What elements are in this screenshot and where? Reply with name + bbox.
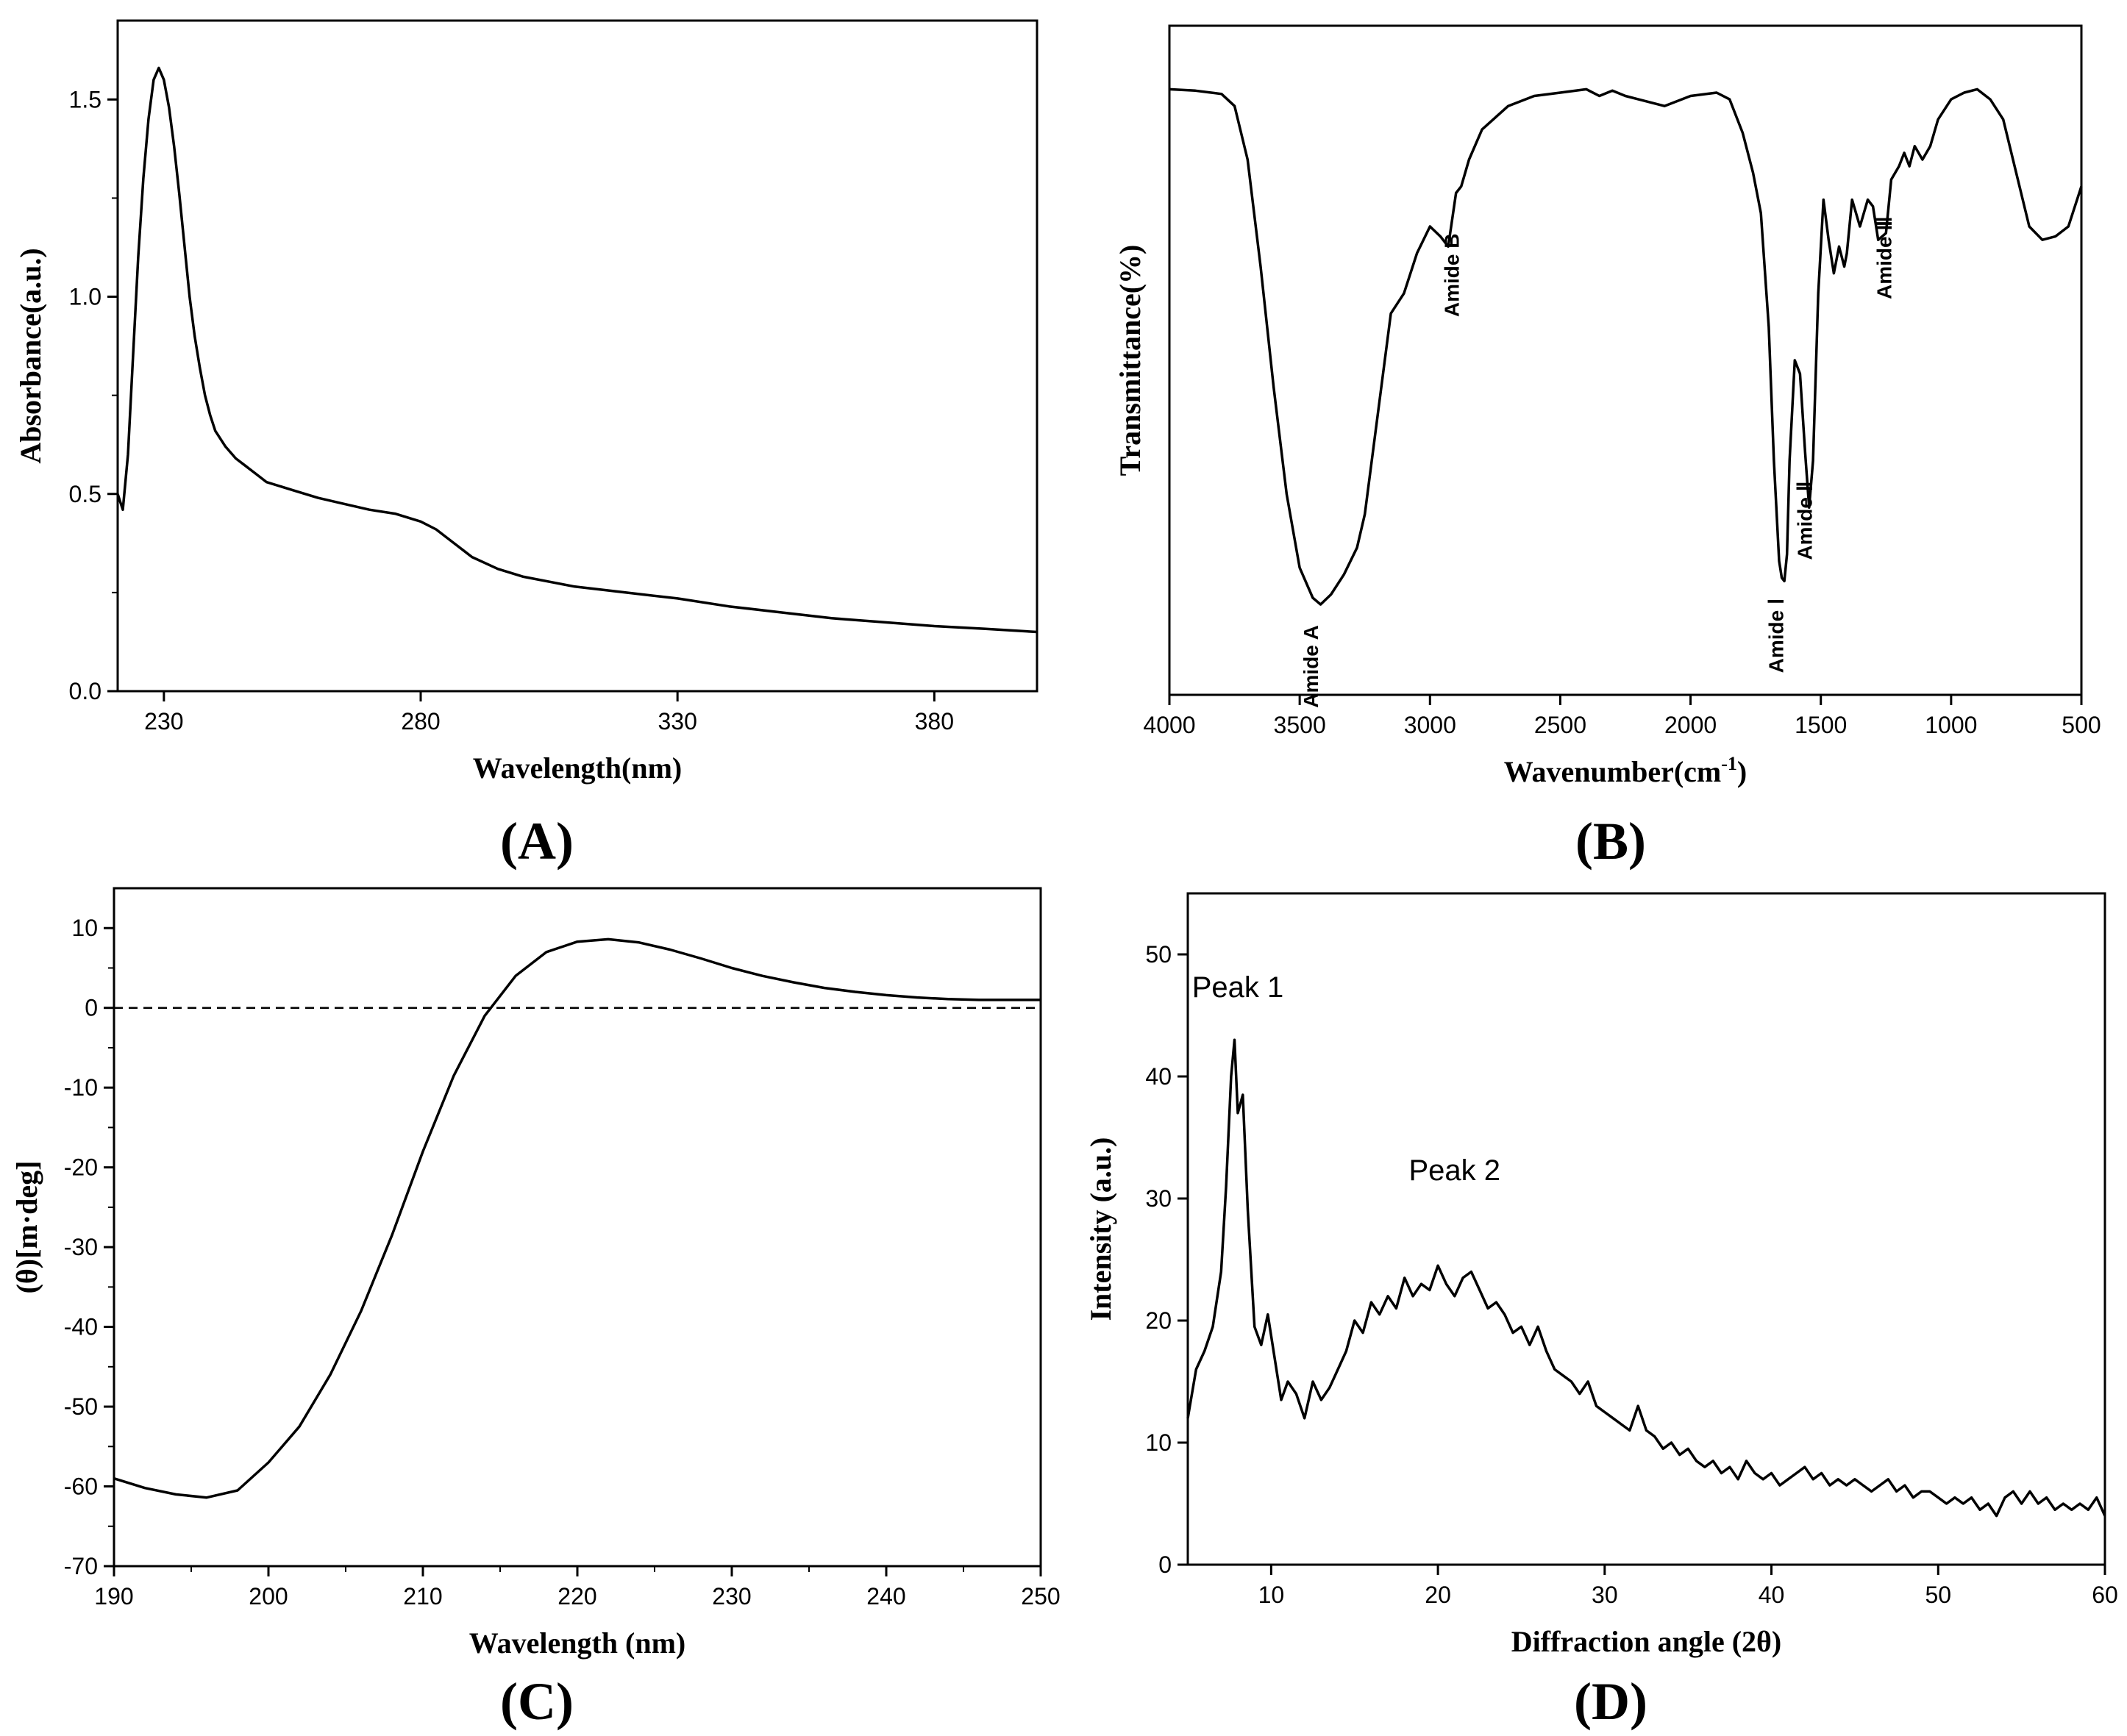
x-tick-label: 500 (2062, 712, 2101, 738)
x-tick-label: 3000 (1404, 712, 1456, 738)
x-tick-label: 280 (401, 708, 440, 735)
y-axis-title: Transmittance(%) (1114, 245, 1147, 476)
x-tick-label: 3500 (1274, 712, 1326, 738)
plot-frame (113, 887, 1042, 1568)
x-axis-title-suffix: ) (1737, 755, 1747, 788)
x-tick-label: 240 (866, 1583, 905, 1610)
chart-panel-d: 10 20 30 40 50 60 0 10 20 30 40 50 Diffraction angle… (1084, 892, 2118, 1731)
y-tick-label: 10 (1145, 1429, 1172, 1456)
x-tick-label: 1000 (1925, 712, 1977, 738)
x-axis-title: Wavelength (nm) (469, 1626, 685, 1660)
y-tick-label: 40 (1145, 1063, 1172, 1090)
series-line (1169, 87, 2083, 606)
x-tick-label: 40 (1759, 1582, 1785, 1608)
y-tick-label: -30 (64, 1234, 98, 1260)
x-tick-label: 1500 (1795, 712, 1847, 738)
x-tick-label: 20 (1425, 1582, 1451, 1608)
x-tick-label: 30 (1592, 1582, 1618, 1608)
x-tick-label: 10 (1258, 1582, 1285, 1608)
y-tick-label: 30 (1145, 1185, 1172, 1212)
y-axis-title: (θ)[m·deg] (10, 1161, 43, 1294)
x-tick-label: 2000 (1664, 712, 1717, 738)
chart-panel-c: 190 200 210 220 230 240 250 10 0 -10 -20 -30 -40 -50 -… (10, 887, 1061, 1731)
x-tick-label: 4000 (1143, 712, 1195, 738)
annotation-label: Amide B (1440, 234, 1463, 318)
x-tick-label: 2500 (1534, 712, 1586, 738)
y-tick-label: 1.5 (69, 86, 101, 112)
y-tick-label: -70 (64, 1553, 98, 1579)
y-tick-label: 0 (1158, 1551, 1172, 1578)
series-line (116, 66, 1038, 634)
y-tick-label: 10 (71, 915, 98, 941)
panel-label: (D) (1574, 1672, 1647, 1731)
annotation-label: Peak 2 (1408, 1154, 1500, 1187)
x-tick-label: 190 (94, 1583, 133, 1610)
y-tick-label: -50 (64, 1393, 98, 1420)
y-tick-label: -60 (64, 1474, 98, 1500)
plot-frame (1168, 24, 2083, 696)
y-tick-label: 0.5 (69, 481, 101, 507)
x-tick-label: 50 (1925, 1582, 1951, 1608)
y-tick-label: -20 (64, 1154, 98, 1181)
plot-frame (116, 19, 1038, 693)
x-tick-label: 60 (2092, 1582, 2118, 1608)
annotation-label: Amide A (1300, 625, 1322, 708)
x-tick-label: 230 (712, 1583, 751, 1610)
x-tick-label: 230 (144, 708, 183, 735)
x-axis-title-superscript: -1 (1721, 753, 1737, 774)
x-tick-label: 330 (658, 708, 696, 735)
series-line (113, 937, 1041, 1499)
panel-label: (A) (500, 812, 574, 871)
y-axis-title: Absorbance(a.u.) (14, 248, 47, 463)
panel-label: (C) (500, 1672, 574, 1731)
y-axis-title: Intensity (a.u.) (1084, 1137, 1117, 1321)
panel-label: (B) (1575, 812, 1646, 871)
x-axis-title: Wavelength(nm) (473, 751, 682, 785)
series-line (1186, 1038, 2106, 1518)
x-tick-label: 250 (1021, 1583, 1060, 1610)
plot-frame (1186, 892, 2106, 1566)
annotation-label: Amide Ⅰ (1764, 599, 1787, 674)
annotation-label: Amide Ⅲ (1873, 216, 1895, 299)
y-tick-label: 1.0 (69, 284, 101, 310)
y-tick-label: 0 (85, 995, 98, 1021)
y-tick-label: 50 (1145, 941, 1172, 968)
y-tick-label: -10 (64, 1074, 98, 1101)
x-tick-label: 210 (403, 1583, 442, 1610)
x-tick-label: 200 (249, 1583, 288, 1610)
y-tick-label: 20 (1145, 1307, 1172, 1334)
x-axis-title: Wavenumber(cm-1) (1504, 753, 1747, 788)
chart-panel-a: 230 280 330 380 0.0 0.5 1.0 1.5 Wavelength(nm) Ab… (14, 19, 1038, 871)
x-tick-label: 380 (915, 708, 954, 735)
annotation-label: Peak 1 (1192, 971, 1284, 1004)
annotation-label: Amide Ⅱ (1793, 482, 1816, 560)
x-axis-title: Diffraction angle (2θ) (1511, 1625, 1781, 1658)
y-tick-label: -40 (64, 1314, 98, 1340)
chart-panel-b: 4000 3500 3000 2500 2000 1500 1000 500 Wavenumbe… (1114, 24, 2101, 871)
x-tick-label: 220 (557, 1583, 596, 1610)
y-tick-label: 0.0 (69, 678, 101, 704)
